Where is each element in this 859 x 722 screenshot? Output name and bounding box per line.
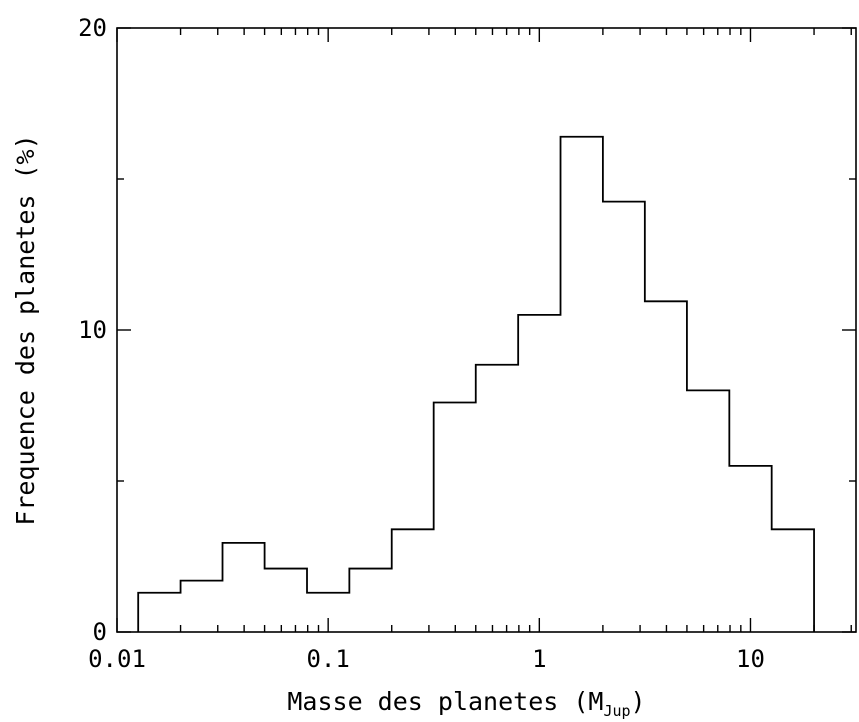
histogram-bar-13 [645, 301, 687, 632]
histogram-bar-6 [349, 569, 391, 632]
x-tick-label: 1 [532, 645, 546, 673]
histogram-bar-11 [561, 137, 603, 632]
y-tick-label: 20 [78, 14, 107, 42]
x-axis-label: Masse des planetes (MJup) [287, 687, 645, 720]
x-axis-label-sub: Jup [603, 702, 630, 720]
histogram-bar-5 [307, 593, 349, 632]
y-axis-label: Frequence des planetes (%) [11, 134, 40, 525]
histogram-bar-12 [603, 202, 645, 632]
histogram-bar-7 [392, 529, 434, 632]
histogram-bar-4 [265, 569, 307, 632]
histogram-bar-8 [434, 402, 476, 632]
histogram-bar-1 [138, 593, 180, 632]
x-tick-label: 0.01 [88, 645, 146, 673]
histogram-bar-2 [181, 581, 223, 632]
y-tick-label: 10 [78, 316, 107, 344]
histogram-step-line [137, 135, 815, 632]
histogram-bins [138, 137, 814, 632]
x-tick-label: 0.1 [306, 645, 349, 673]
histogram-bar-16 [772, 529, 814, 632]
x-axis-label-main: Masse des planetes (M [287, 687, 603, 716]
histogram-bar-15 [729, 466, 771, 632]
y-tick-label: 0 [93, 618, 107, 646]
axis-ticks [116, 27, 856, 633]
x-tick-label: 10 [736, 645, 765, 673]
histogram-bar-9 [476, 365, 518, 632]
x-axis-label-close: ) [631, 687, 646, 716]
tick-labels: 0.01 0.1 1 10 0 10 20 [78, 14, 765, 673]
histogram-bar-14 [687, 390, 729, 632]
histogram-bar-3 [223, 543, 265, 632]
histogram-bar-10 [518, 315, 560, 632]
